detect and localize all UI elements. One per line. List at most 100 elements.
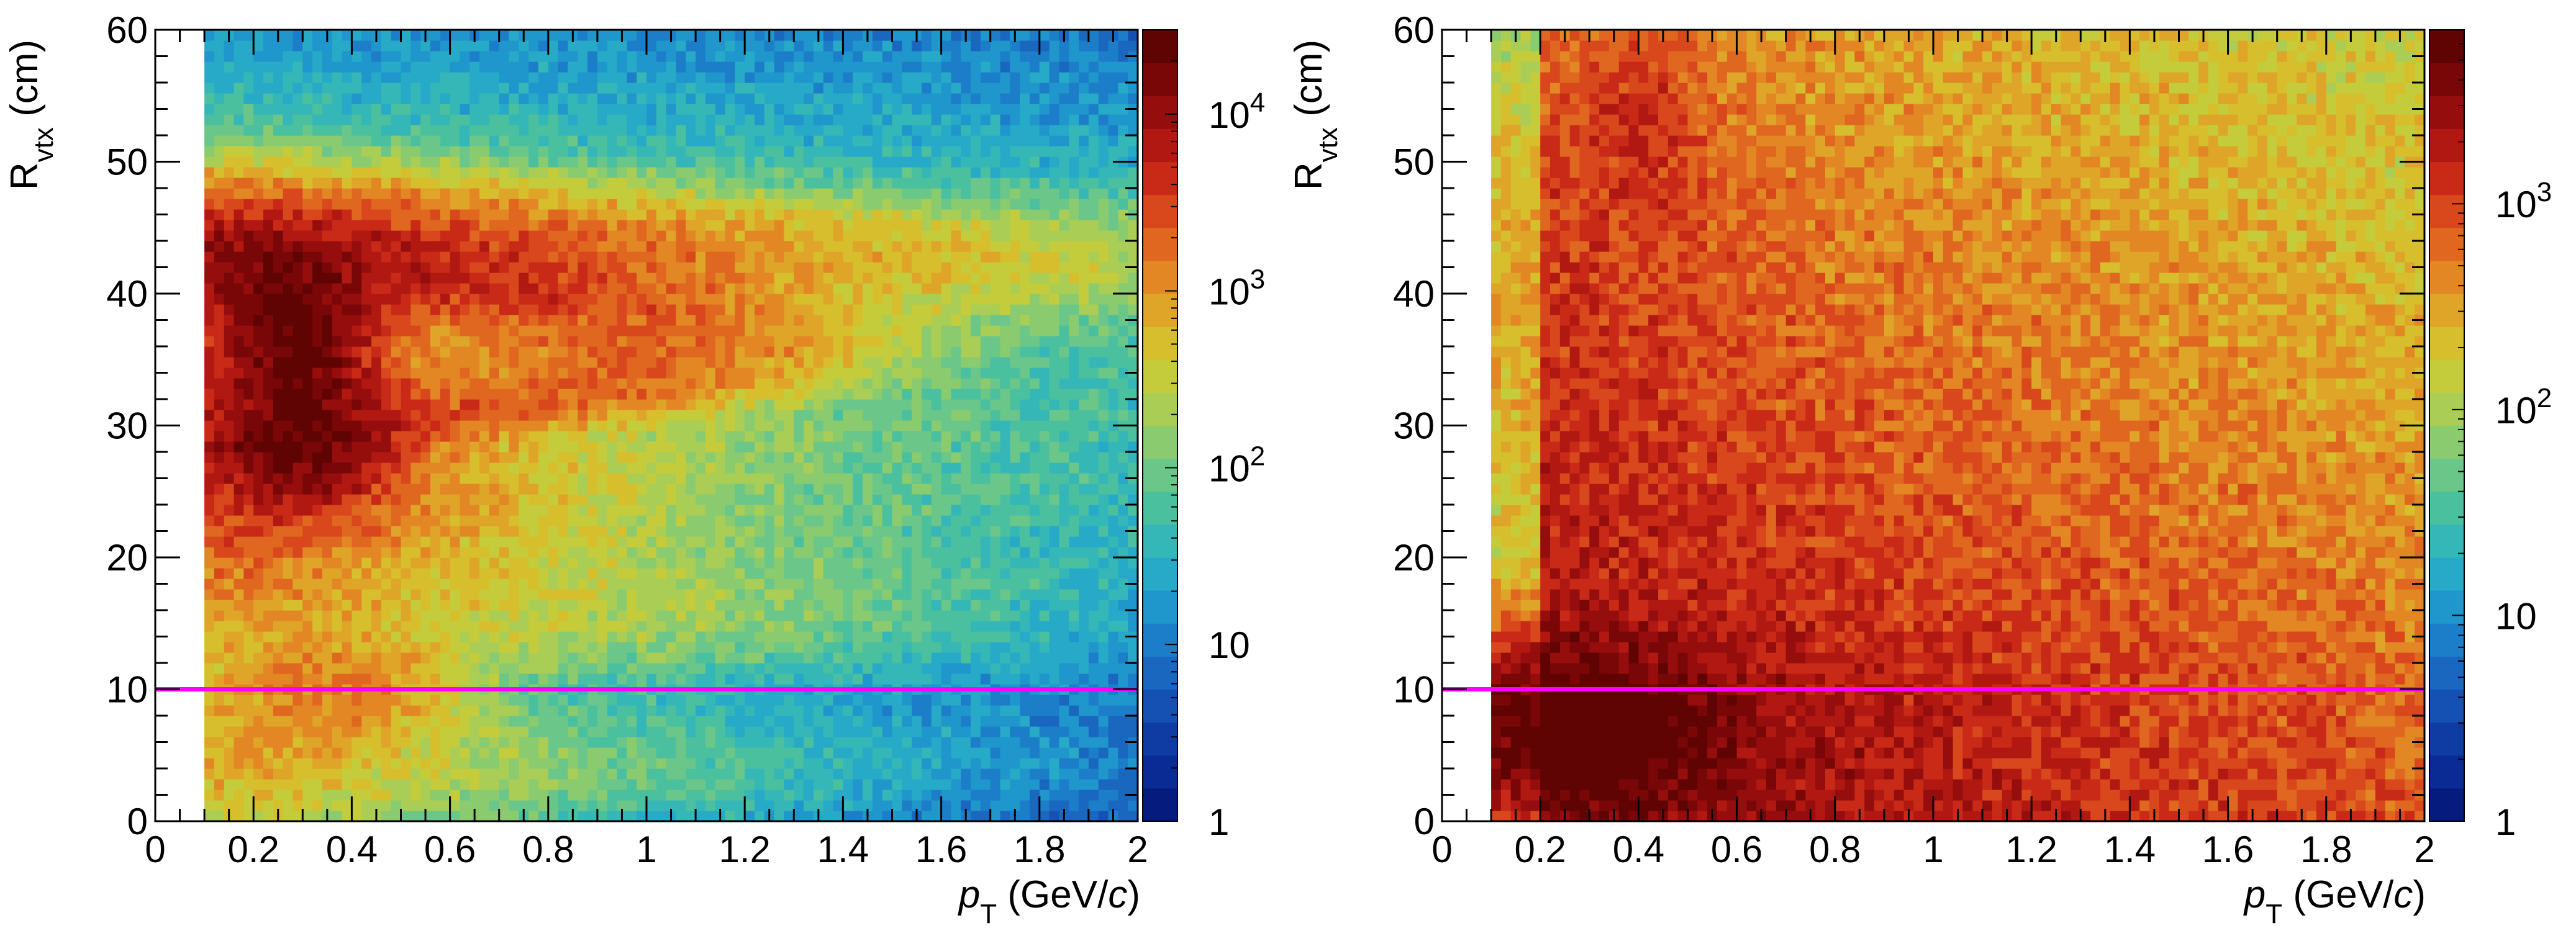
heatmap-bin bbox=[243, 346, 254, 358]
heatmap-bin bbox=[804, 547, 814, 558]
heatmap-bin bbox=[283, 515, 294, 526]
heatmap-bin bbox=[509, 230, 519, 241]
heatmap-bin bbox=[263, 220, 274, 231]
heatmap-bin bbox=[617, 600, 627, 611]
heatmap-bin bbox=[489, 568, 500, 579]
heatmap-bin bbox=[833, 473, 843, 484]
heatmap-bin bbox=[764, 726, 775, 737]
heatmap-bin bbox=[234, 768, 244, 780]
heatmap-bin bbox=[725, 304, 735, 315]
heatmap-bin bbox=[833, 811, 843, 822]
heatmap-bin bbox=[293, 811, 303, 822]
heatmap-bin bbox=[499, 737, 510, 748]
heatmap-bin bbox=[558, 484, 569, 495]
heatmap-bin bbox=[479, 726, 490, 737]
heatmap-bin bbox=[479, 135, 490, 146]
heatmap-bin bbox=[312, 790, 323, 801]
heatmap-bin bbox=[410, 515, 421, 526]
heatmap-bin bbox=[332, 135, 343, 146]
heatmap-bin bbox=[646, 93, 657, 104]
heatmap-bin bbox=[351, 726, 362, 737]
heatmap-bin bbox=[509, 178, 519, 189]
heatmap-bin bbox=[755, 768, 765, 780]
heatmap-bin bbox=[823, 536, 834, 547]
heatmap-bin bbox=[469, 610, 480, 621]
heatmap-bin bbox=[469, 431, 480, 442]
heatmap-bin bbox=[637, 283, 647, 294]
heatmap-bin bbox=[204, 505, 215, 516]
heatmap-bin bbox=[528, 178, 539, 189]
heatmap-bin bbox=[479, 114, 490, 125]
heatmap-bin bbox=[823, 304, 834, 315]
heatmap-bin bbox=[234, 367, 244, 379]
heatmap-bin bbox=[578, 579, 588, 590]
heatmap-bin bbox=[637, 156, 647, 168]
heatmap-bin bbox=[774, 167, 785, 178]
heatmap-bin bbox=[499, 125, 510, 136]
heatmap-bin bbox=[735, 114, 745, 125]
heatmap-bin bbox=[676, 673, 686, 685]
heatmap-bin bbox=[587, 325, 598, 336]
heatmap-bin bbox=[627, 367, 637, 379]
heatmap-bin bbox=[686, 114, 696, 125]
heatmap-bin bbox=[342, 579, 352, 590]
heatmap-bin bbox=[794, 631, 804, 642]
heatmap-bin bbox=[548, 568, 559, 579]
heatmap-bin bbox=[528, 494, 539, 505]
heatmap-bin bbox=[568, 294, 578, 305]
heatmap-bin bbox=[666, 283, 677, 294]
heatmap-bin bbox=[312, 779, 323, 790]
heatmap-bin bbox=[617, 389, 627, 400]
heatmap-bin bbox=[332, 790, 343, 801]
heatmap-bin bbox=[253, 230, 264, 241]
heatmap-bin bbox=[243, 104, 254, 115]
heatmap-bin bbox=[420, 726, 431, 737]
heatmap-bin bbox=[371, 104, 382, 115]
heatmap-bin bbox=[263, 399, 274, 410]
heatmap-bin bbox=[528, 747, 539, 759]
heatmap-bin bbox=[440, 251, 451, 263]
heatmap-bin bbox=[234, 230, 244, 241]
heatmap-bin bbox=[774, 178, 785, 189]
heatmap-bin bbox=[833, 557, 843, 569]
heatmap-bin bbox=[784, 526, 794, 537]
heatmap-bin bbox=[853, 811, 863, 822]
heatmap-bin bbox=[351, 51, 362, 62]
heatmap-bin bbox=[646, 515, 657, 526]
heatmap-bin bbox=[735, 716, 745, 727]
heatmap-bin bbox=[293, 61, 303, 73]
heatmap-bin bbox=[686, 441, 696, 452]
heatmap-bin bbox=[548, 30, 559, 41]
heatmap-bin bbox=[528, 304, 539, 315]
heatmap-bin bbox=[204, 621, 215, 632]
heatmap-bin bbox=[450, 389, 461, 400]
heatmap-bin bbox=[263, 462, 274, 474]
heatmap-bin bbox=[538, 568, 549, 579]
heatmap-bin bbox=[833, 51, 843, 62]
heatmap-bin bbox=[381, 473, 392, 484]
heatmap-bin bbox=[253, 610, 264, 621]
heatmap-bin bbox=[686, 399, 696, 410]
heatmap-bin bbox=[558, 747, 569, 759]
heatmap-bin bbox=[234, 695, 244, 706]
heatmap-bin bbox=[253, 294, 264, 305]
heatmap-bin bbox=[705, 726, 716, 737]
heatmap-bin bbox=[283, 473, 294, 484]
heatmap-bin bbox=[479, 51, 490, 62]
heatmap-bin bbox=[204, 399, 215, 410]
heatmap-bin bbox=[568, 526, 578, 537]
heatmap-bin bbox=[627, 346, 637, 358]
heatmap-bin bbox=[420, 346, 431, 358]
heatmap-bin bbox=[725, 315, 735, 326]
heatmap-bin bbox=[312, 547, 323, 558]
heatmap-bin bbox=[725, 526, 735, 537]
heatmap-bin bbox=[804, 178, 814, 189]
heatmap-bin bbox=[460, 420, 470, 431]
heatmap-bin bbox=[204, 93, 215, 104]
heatmap-bin bbox=[804, 262, 814, 273]
heatmap-bin bbox=[696, 336, 706, 347]
heatmap-bin bbox=[519, 241, 529, 252]
heatmap-bin bbox=[263, 178, 274, 189]
heatmap-bin bbox=[479, 167, 490, 178]
heatmap-bin bbox=[813, 209, 824, 220]
